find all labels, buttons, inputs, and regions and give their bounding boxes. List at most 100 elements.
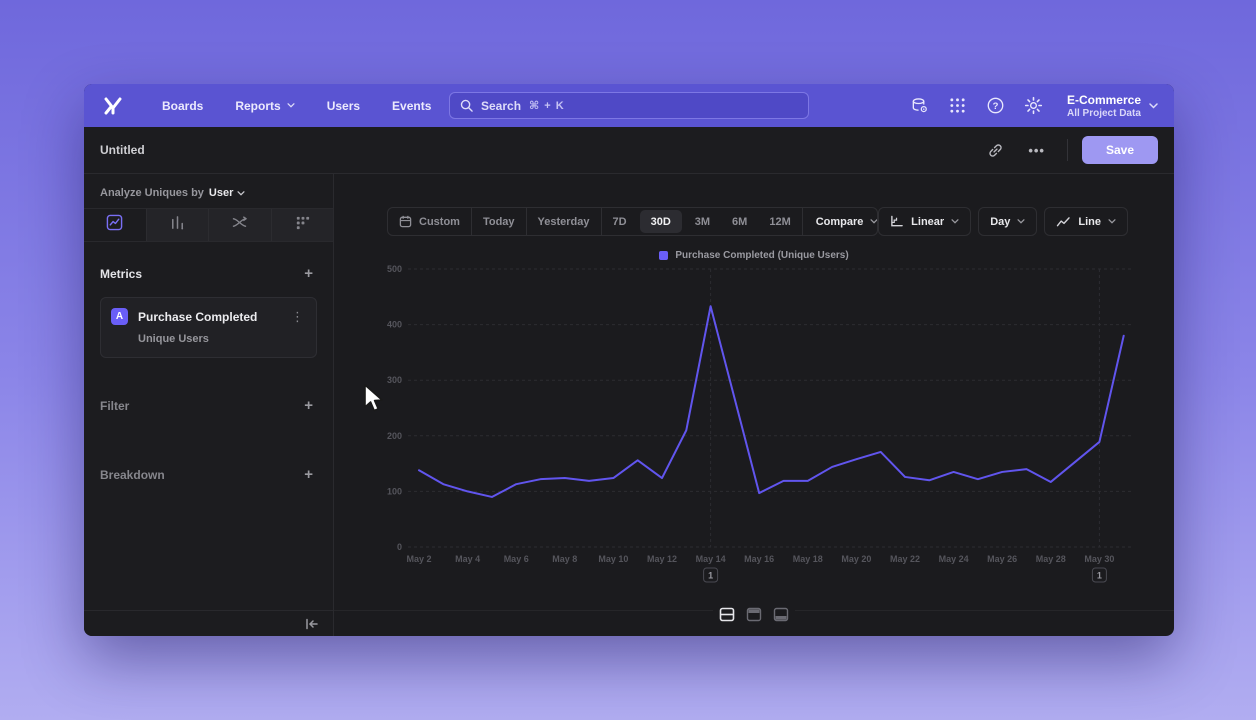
range-button-6m[interactable]: 6M (721, 208, 758, 235)
data-management-icon[interactable] (905, 91, 935, 121)
filter-label: Filter (100, 398, 130, 413)
metrics-label: Metrics (100, 266, 143, 281)
chart-controls: Linear Day Line (878, 207, 1128, 236)
chart-area: 0 100 200 300 400 500 May 2 May 4 May 6 May 8 May … (334, 263, 1174, 593)
svg-text:May 2: May 2 (406, 554, 431, 564)
nav-item-users[interactable]: Users (326, 98, 361, 113)
report-title[interactable]: Untitled (100, 143, 145, 157)
svg-text:?: ? (993, 101, 999, 112)
metric-badge: A (111, 308, 128, 325)
split-view-icon[interactable] (719, 607, 735, 622)
bar-chart-tab-icon (169, 214, 186, 236)
chevron-down-icon (1149, 102, 1158, 109)
save-button[interactable]: Save (1081, 136, 1158, 164)
line-chart[interactable]: 0 100 200 300 400 500 May 2 May 4 May 6 May 8 May … (334, 263, 1174, 593)
help-icon[interactable]: ? (981, 91, 1011, 121)
svg-text:200: 200 (387, 431, 402, 441)
chart-type-dropdown[interactable]: Line (1044, 207, 1128, 236)
metric-subtitle[interactable]: Unique Users (138, 333, 209, 345)
search-input[interactable]: Search ⌘ + K (449, 92, 809, 119)
interval-dropdown[interactable]: Day (978, 207, 1038, 236)
project-switcher[interactable]: E-Commerce All Project Data (1067, 93, 1158, 119)
annotation-badge[interactable]: 1 (1091, 567, 1107, 583)
svg-text:1: 1 (708, 571, 713, 581)
svg-text:May 10: May 10 (598, 554, 628, 564)
mixpanel-logo-icon[interactable] (100, 93, 126, 119)
svg-text:May 20: May 20 (841, 554, 871, 564)
svg-text:100: 100 (387, 486, 402, 496)
range-button-3m[interactable]: 3M (684, 208, 721, 235)
svg-text:500: 500 (387, 264, 402, 274)
divider (1066, 139, 1068, 161)
chart-view-icon[interactable] (746, 607, 762, 622)
range-button-30d[interactable]: 30D (639, 210, 682, 233)
chart-legend: Purchase Completed (Unique Users) (334, 250, 1174, 261)
svg-text:0: 0 (397, 542, 402, 552)
legend-swatch (659, 251, 669, 260)
svg-text:May 18: May 18 (793, 554, 823, 564)
share-link-icon[interactable] (980, 135, 1010, 165)
settings-gear-icon[interactable] (1019, 91, 1049, 121)
annotation-badge[interactable]: 1 (703, 567, 719, 583)
range-button-7d[interactable]: 7D (602, 208, 638, 235)
app-window: Boards Reports Users Events Search ⌘ + K ? (84, 84, 1174, 636)
svg-text:May 30: May 30 (1084, 554, 1114, 564)
add-metric-button[interactable]: + (304, 265, 313, 282)
analyze-entity-dropdown[interactable]: User (209, 187, 245, 199)
view-tabs (84, 208, 333, 242)
svg-text:May 28: May 28 (1036, 554, 1066, 564)
flows-tab-icon (231, 214, 248, 236)
svg-text:May 6: May 6 (504, 554, 529, 564)
compare-dropdown[interactable]: Compare (801, 208, 878, 235)
search-placeholder: Search (481, 98, 522, 113)
date-range-group: Custom Today Yesterday 7D 30D 3M 6M 12M Compare (387, 207, 879, 236)
svg-text:May 14: May 14 (696, 554, 726, 564)
range-button-custom[interactable]: Custom (388, 208, 472, 235)
collapse-sidebar-icon[interactable] (305, 618, 319, 630)
range-button-yesterday[interactable]: Yesterday (527, 208, 602, 235)
tab-flows[interactable] (209, 209, 272, 241)
scale-dropdown[interactable]: Linear (878, 207, 972, 236)
search-shortcut: ⌘ + K (529, 100, 565, 112)
metrics-section: Metrics + A Purchase Completed ⋮ Unique … (84, 242, 333, 358)
metric-menu-kebab-icon[interactable]: ⋮ (291, 308, 304, 324)
tab-retention[interactable] (271, 209, 333, 241)
line-chart-icon (1056, 216, 1071, 228)
main-nav: Boards Reports Users Events (150, 93, 443, 119)
metric-card[interactable]: A Purchase Completed ⋮ Unique Users (100, 297, 317, 358)
table-view-icon[interactable] (773, 607, 789, 622)
more-options-button[interactable]: ••• (1028, 142, 1045, 158)
analyze-label: Analyze Uniques by (100, 187, 204, 199)
chevron-down-icon (1017, 219, 1025, 224)
apps-grid-icon[interactable] (943, 91, 973, 121)
svg-text:May 24: May 24 (939, 554, 969, 564)
series-line (418, 305, 1125, 498)
nav-item-boards[interactable]: Boards (162, 98, 204, 113)
project-scope: All Project Data (1066, 107, 1141, 119)
range-button-today[interactable]: Today (472, 208, 527, 235)
add-filter-button[interactable]: + (304, 397, 313, 414)
legend-label: Purchase Completed (Unique Users) (675, 250, 849, 261)
axis-scale-icon (890, 215, 904, 228)
tab-insights[interactable] (84, 209, 147, 241)
calendar-icon (399, 215, 412, 228)
svg-text:May 12: May 12 (647, 554, 677, 564)
nav-item-reports[interactable]: Reports (223, 93, 306, 119)
top-nav: Boards Reports Users Events Search ⌘ + K ? (84, 84, 1174, 127)
add-breakdown-button[interactable]: + (304, 466, 313, 483)
nav-right: ? E-Commerce All Project Data (905, 91, 1158, 121)
chevron-down-icon (951, 219, 959, 224)
svg-text:300: 300 (387, 375, 402, 385)
retention-tab-icon (294, 214, 311, 236)
breakdown-section: Breakdown + (84, 443, 333, 490)
filter-section: Filter + (84, 374, 333, 421)
view-toggles (713, 607, 795, 622)
sidebar-footer (84, 610, 333, 636)
main-panel: Custom Today Yesterday 7D 30D 3M 6M 12M Compare … (334, 174, 1174, 636)
nav-item-events[interactable]: Events (392, 98, 432, 113)
svg-text:May 8: May 8 (552, 554, 577, 564)
tab-bar-chart[interactable] (146, 209, 209, 241)
chart-toolbar: Custom Today Yesterday 7D 30D 3M 6M 12M Compare … (334, 207, 1174, 236)
svg-text:400: 400 (387, 320, 402, 330)
range-button-12m[interactable]: 12M (758, 208, 801, 235)
